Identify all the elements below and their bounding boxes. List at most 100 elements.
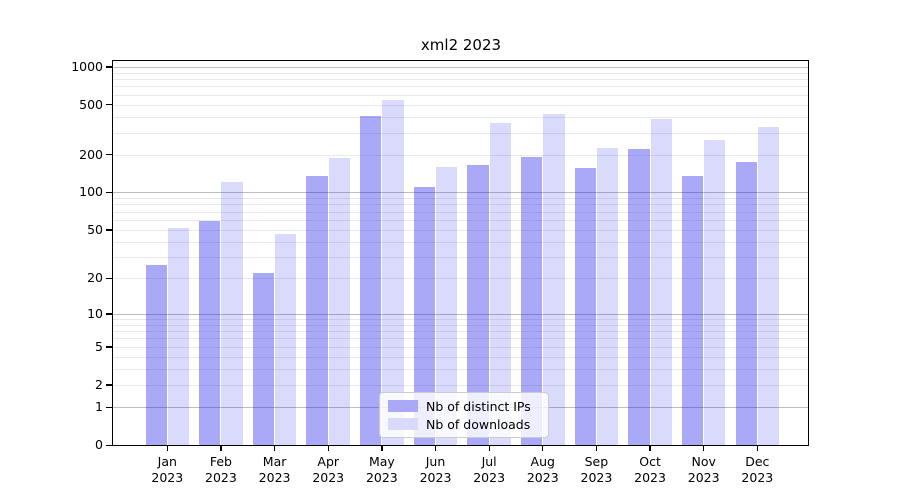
minor-gridline — [113, 72, 808, 74]
x-tick-label-jun: Jun 2023 — [419, 454, 452, 485]
minor-gridline — [113, 278, 808, 280]
minor-gridline — [113, 346, 808, 348]
x-tick-label-nov: Nov 2023 — [687, 454, 720, 485]
y-tick-mark — [106, 384, 112, 386]
minor-gridline — [113, 338, 808, 340]
major-gridline — [113, 192, 808, 194]
x-tick-mark — [327, 445, 329, 451]
minor-gridline — [113, 78, 808, 80]
x-tick-mark — [381, 445, 383, 451]
y-tick-label: 100 — [79, 184, 103, 200]
minor-gridline — [113, 132, 808, 134]
x-tick-label-oct: Oct 2023 — [634, 454, 666, 485]
legend-item-downloads: Nb of downloads — [388, 416, 540, 432]
y-tick-label: 20 — [87, 270, 103, 286]
bar-nb-of-distinct-ips-oct — [628, 149, 650, 445]
legend-swatch-downloads — [388, 418, 418, 430]
bar-nb-of-downloads-may — [382, 99, 404, 445]
bar-nb-of-downloads-aug — [543, 114, 565, 445]
bar-nb-of-downloads-sep — [596, 148, 619, 445]
x-tick-mark — [488, 445, 490, 451]
minor-gridline — [113, 324, 808, 326]
bar-nb-of-downloads-mar — [275, 234, 297, 445]
x-tick-mark — [542, 445, 544, 451]
legend-label-distinct-ips: Nb of distinct IPs — [426, 398, 531, 414]
y-tick-mark — [106, 229, 112, 231]
y-tick-label: 5 — [95, 338, 103, 354]
bar-nb-of-distinct-ips-sep — [574, 168, 596, 445]
minor-gridline — [113, 104, 808, 106]
minor-gridline — [113, 356, 808, 358]
y-tick-mark — [106, 346, 112, 348]
x-tick-mark — [434, 445, 437, 451]
bar-nb-of-downloads-jun — [436, 166, 458, 445]
y-tick-label: 0 — [95, 437, 103, 452]
x-tick-label-may: May 2023 — [365, 454, 398, 485]
minor-gridline — [113, 318, 808, 320]
y-tick-mark — [106, 277, 112, 280]
x-tick-label-feb: Feb 2023 — [205, 454, 237, 485]
y-tick-label: 500 — [79, 96, 103, 112]
x-tick-label-dec: Dec 2023 — [741, 454, 774, 485]
minor-gridline — [113, 204, 808, 206]
bar-nb-of-distinct-ips-mar — [252, 273, 275, 445]
y-tick-label: 2 — [95, 376, 103, 392]
bar-nb-of-distinct-ips-jan — [145, 264, 167, 445]
y-tick-label: 50 — [87, 221, 103, 237]
y-tick-mark — [106, 406, 112, 408]
y-tick-mark — [106, 191, 112, 194]
minor-gridline — [113, 86, 808, 88]
minor-gridline — [113, 211, 808, 213]
major-gridline — [113, 66, 808, 68]
x-tick-mark — [166, 445, 168, 451]
minor-gridline — [113, 154, 808, 156]
minor-gridline — [113, 331, 808, 333]
x-tick-mark — [220, 445, 222, 451]
bar-nb-of-downloads-dec — [757, 127, 780, 445]
minor-gridline — [113, 116, 808, 118]
y-tick-mark — [106, 104, 112, 106]
y-tick-label: 1 — [95, 399, 103, 415]
minor-gridline — [113, 369, 808, 371]
x-tick-label-aug: Aug 2023 — [526, 454, 559, 485]
bar-nb-of-distinct-ips-jul — [467, 165, 489, 445]
minor-gridline — [113, 94, 808, 96]
x-tick-mark — [756, 445, 759, 451]
bar-nb-of-distinct-ips-may — [360, 116, 382, 445]
major-gridline — [113, 313, 808, 315]
legend-swatch-distinct-ips — [388, 400, 418, 412]
bar-nb-of-distinct-ips-aug — [521, 157, 543, 445]
x-tick-label-mar: Mar 2023 — [258, 454, 291, 485]
y-tick-label: 10 — [87, 305, 103, 321]
x-tick-mark — [595, 445, 598, 451]
y-tick-mark — [106, 154, 112, 156]
bar-nb-of-downloads-nov — [704, 140, 726, 445]
y-tick-label: 200 — [79, 146, 103, 162]
bar-nb-of-distinct-ips-jun — [413, 187, 435, 445]
bar-nb-of-distinct-ips-nov — [681, 176, 704, 445]
bar-nb-of-downloads-apr — [328, 158, 350, 445]
legend: Nb of distinct IPs Nb of downloads — [379, 392, 549, 438]
bar-nb-of-distinct-ips-feb — [199, 220, 221, 445]
bar-nb-of-downloads-jan — [167, 227, 190, 445]
x-tick-label-apr: Apr 2023 — [312, 454, 345, 485]
bar-nb-of-downloads-oct — [650, 119, 672, 445]
legend-label-downloads: Nb of downloads — [426, 416, 531, 432]
x-tick-mark — [703, 445, 705, 451]
y-tick-mark — [106, 66, 112, 68]
bar-nb-of-downloads-feb — [221, 181, 243, 445]
minor-gridline — [113, 229, 808, 231]
legend-item-distinct-ips: Nb of distinct IPs — [388, 398, 540, 414]
x-tick-mark — [649, 445, 651, 451]
x-tick-mark — [273, 445, 276, 451]
x-tick-label-jan: Jan 2023 — [151, 454, 184, 485]
minor-gridline — [113, 198, 808, 200]
bar-nb-of-distinct-ips-dec — [735, 161, 757, 445]
minor-gridline — [113, 241, 808, 243]
x-tick-label-sep: Sep 2023 — [580, 454, 613, 485]
bar-nb-of-distinct-ips-apr — [306, 175, 328, 445]
y-tick-mark — [106, 313, 112, 315]
minor-gridline — [113, 257, 808, 258]
minor-gridline — [113, 219, 808, 221]
chart-title: xml2 2023 — [420, 36, 502, 54]
